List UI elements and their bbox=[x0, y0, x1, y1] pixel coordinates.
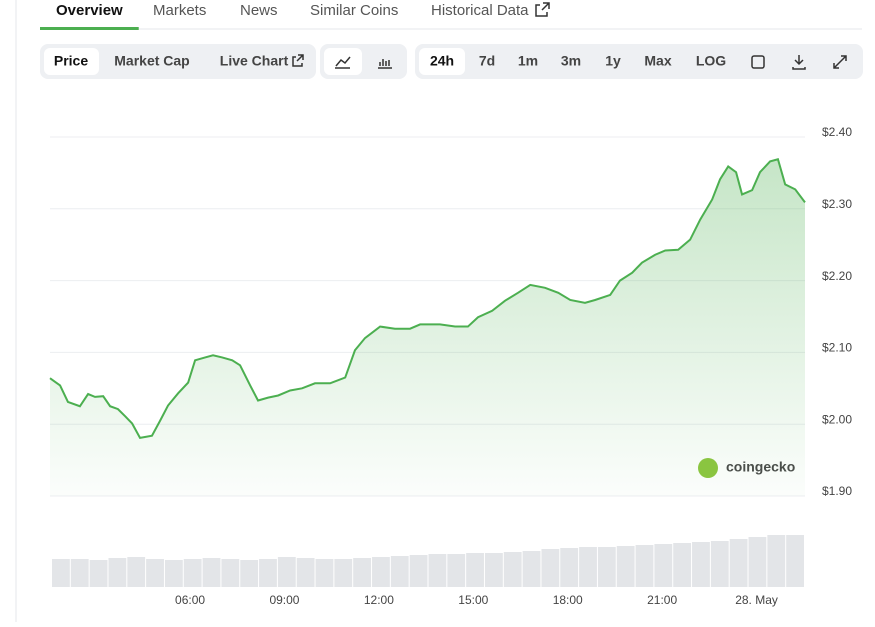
volume-bar bbox=[409, 555, 428, 587]
y-tick-label: $2.10 bbox=[822, 341, 852, 355]
volume-bar bbox=[466, 553, 484, 587]
volume-bar bbox=[240, 560, 259, 587]
volume-bar bbox=[767, 535, 786, 587]
candle-icon[interactable] bbox=[378, 59, 392, 69]
y-tick-label: $2.20 bbox=[822, 269, 852, 283]
volume-bar bbox=[710, 541, 729, 587]
volume-bar bbox=[522, 551, 541, 587]
active-view bbox=[44, 48, 99, 75]
x-tick-label: 28. May bbox=[735, 593, 778, 607]
x-tick-label: 21:00 bbox=[647, 593, 677, 607]
y-tick-label: $1.90 bbox=[822, 484, 852, 498]
tab[interactable]: News bbox=[240, 2, 278, 19]
volume-bar bbox=[654, 544, 673, 587]
volume-bar bbox=[221, 559, 240, 587]
price-line bbox=[49, 158, 806, 439]
tab[interactable]: Historical Data bbox=[431, 2, 529, 19]
price-area bbox=[50, 159, 805, 496]
range-button[interactable]: 1y bbox=[605, 53, 621, 69]
range-button[interactable]: 7d bbox=[479, 53, 495, 69]
volume-bar bbox=[447, 554, 466, 587]
x-tick-label: 06:00 bbox=[175, 593, 205, 607]
volume-bar bbox=[296, 558, 315, 587]
volume-bar bbox=[635, 545, 654, 587]
volume-bar bbox=[202, 558, 221, 587]
volume-bar bbox=[673, 543, 692, 587]
volume-bar bbox=[353, 558, 372, 587]
volume-bar bbox=[428, 554, 447, 587]
y-tick-label: $2.30 bbox=[822, 197, 852, 211]
x-tick-label: 09:00 bbox=[269, 593, 299, 607]
line-icon[interactable] bbox=[335, 56, 351, 67]
volume-bar bbox=[372, 557, 390, 587]
range-button[interactable]: Max bbox=[644, 53, 671, 69]
volume-bar bbox=[786, 535, 804, 587]
view-group bbox=[40, 44, 316, 79]
volume-bar bbox=[390, 556, 409, 587]
tab[interactable]: Overview bbox=[56, 2, 123, 19]
volume-bar bbox=[541, 549, 560, 587]
volume-bar bbox=[484, 553, 503, 587]
tab[interactable]: Markets bbox=[153, 2, 206, 19]
expand-icon[interactable] bbox=[833, 55, 847, 69]
y-tick-label: $2.40 bbox=[822, 125, 852, 139]
tab[interactable]: Similar Coins bbox=[310, 2, 398, 19]
icons bbox=[292, 2, 847, 70]
volume-bar bbox=[334, 559, 353, 587]
volume-bar bbox=[503, 552, 522, 587]
download-icon[interactable] bbox=[792, 55, 806, 70]
volume-bar bbox=[52, 559, 70, 587]
external-icon bbox=[535, 2, 550, 17]
volume-bar bbox=[616, 546, 635, 587]
x-tick-label: 12:00 bbox=[364, 593, 394, 607]
tab-underline bbox=[40, 27, 139, 30]
volume-bar bbox=[579, 547, 597, 587]
volume-bar bbox=[729, 539, 748, 587]
volume-bar bbox=[560, 548, 579, 587]
volume-bar bbox=[259, 559, 277, 587]
volume-bar bbox=[183, 559, 202, 587]
volume-bar bbox=[108, 558, 127, 587]
x-tick-label: 18:00 bbox=[553, 593, 583, 607]
volume-bar bbox=[146, 559, 164, 587]
volume-bar bbox=[748, 537, 767, 587]
range-group bbox=[415, 44, 863, 79]
range-button[interactable]: 1m bbox=[518, 53, 538, 69]
view-button[interactable]: Price bbox=[54, 53, 88, 69]
volume-bar bbox=[89, 560, 108, 587]
volume-bar bbox=[70, 559, 89, 587]
volume-bar bbox=[315, 559, 334, 587]
x-tick-label: 15:00 bbox=[458, 593, 488, 607]
view-button[interactable]: Market Cap bbox=[114, 53, 189, 69]
volume-bar bbox=[277, 557, 296, 587]
range-button[interactable]: 24h bbox=[430, 53, 454, 69]
volume-bar bbox=[692, 542, 710, 587]
y-tick-label: $2.00 bbox=[822, 412, 852, 426]
volume-bar bbox=[164, 560, 183, 587]
external-icon bbox=[292, 54, 304, 67]
range-button[interactable]: 3m bbox=[561, 53, 581, 69]
active-range bbox=[419, 48, 465, 75]
volume-bar bbox=[127, 557, 146, 587]
volume-bar bbox=[597, 547, 616, 587]
range-button[interactable]: LOG bbox=[696, 53, 726, 69]
calendar-icon[interactable] bbox=[751, 55, 765, 69]
view-button[interactable]: Live Chart bbox=[220, 53, 289, 69]
